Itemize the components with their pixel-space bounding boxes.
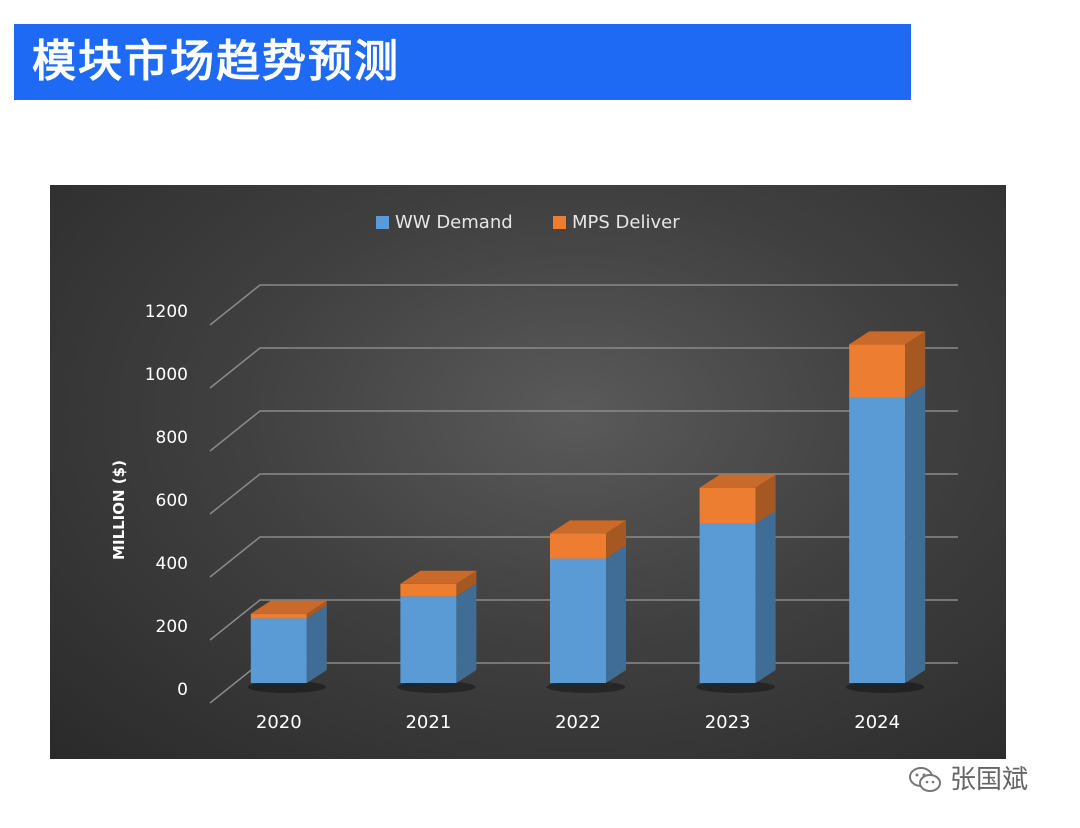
bar-2020-ww-demand — [250, 605, 327, 683]
y-tick-label: 0 — [177, 680, 188, 700]
bar-2024-ww-demand — [849, 384, 926, 683]
y-tick-label: 200 — [156, 617, 188, 637]
y-tick-label: 600 — [156, 491, 188, 511]
page-title: 模块市场趋势预测 — [32, 36, 400, 87]
y-tick-label: 1000 — [145, 365, 188, 385]
bar-shadow — [397, 681, 476, 693]
grid-line — [209, 284, 958, 326]
watermark: 张国斌 — [908, 760, 1028, 800]
grid-line — [209, 347, 958, 389]
x-tick-label: 2021 — [405, 712, 451, 733]
x-tick-label: 2022 — [555, 712, 601, 733]
legend-swatch — [553, 216, 566, 229]
y-tick-labels: 0 200 400 600 800 1000 1200 — [145, 302, 188, 700]
bar-2023-ww-demand — [699, 510, 776, 683]
watermark-author: 张国斌 — [950, 765, 1029, 795]
y-tick-label: 1200 — [145, 302, 188, 322]
bar-2023-mps-deliver — [699, 474, 776, 524]
x-tick-labels: 2020 2021 2022 2023 2024 — [256, 712, 900, 733]
grid-lines — [209, 284, 958, 704]
y-tick-label: 800 — [156, 428, 188, 448]
bar-2021-ww-demand — [400, 583, 477, 683]
bar-shadow — [546, 681, 626, 693]
bar-shadow — [696, 681, 775, 693]
x-tick-label: 2020 — [256, 712, 302, 733]
grid-line — [209, 473, 958, 515]
bar-shadow — [846, 681, 925, 693]
bar-2020-mps-deliver — [250, 600, 327, 619]
legend: WW Demand MPS Deliver — [376, 212, 680, 233]
legend-label: WW Demand — [395, 212, 513, 233]
x-tick-label: 2024 — [854, 712, 900, 733]
legend-swatch — [376, 216, 389, 229]
grid-line — [209, 410, 958, 452]
bar-shadow — [247, 681, 326, 693]
title-banner: 模块市场趋势预测 — [14, 24, 911, 100]
bar-2024-mps-deliver — [849, 331, 926, 398]
bar-2022-mps-deliver — [550, 520, 626, 559]
bars — [247, 331, 926, 693]
bar-2021-mps-deliver — [400, 570, 477, 597]
y-tick-label: 400 — [156, 554, 188, 574]
y-axis-label: MILLION ($) — [110, 460, 128, 560]
x-tick-label: 2023 — [705, 712, 751, 733]
bar-2022-ww-demand — [550, 545, 626, 683]
legend-label: MPS Deliver — [572, 212, 680, 233]
wechat-icon — [909, 767, 941, 792]
chart-panel: 0 200 400 600 800 1000 1200 2020 2021 2022 2023 20… — [50, 185, 1006, 759]
